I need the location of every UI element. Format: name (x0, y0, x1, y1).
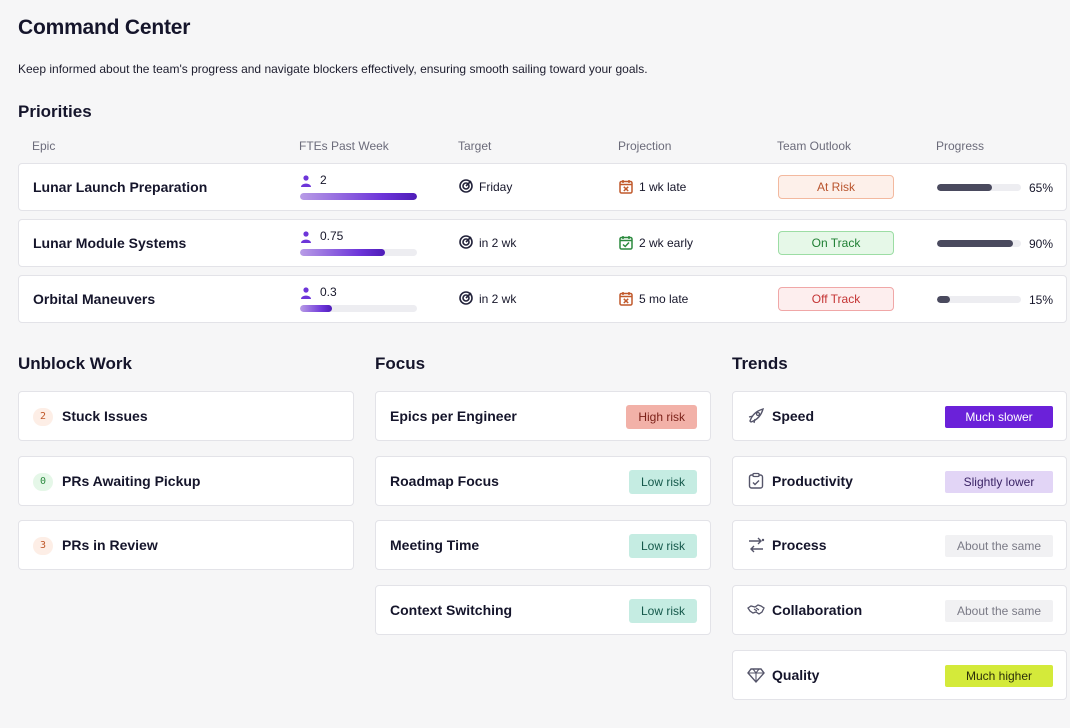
focus-card[interactable]: Context Switching Low risk (375, 585, 711, 635)
focus-card-label: Meeting Time (390, 537, 480, 553)
team-outlook-badge: At Risk (778, 175, 894, 199)
focus-card[interactable]: Meeting Time Low risk (375, 520, 711, 570)
person-icon (300, 286, 312, 299)
progress-bar (937, 184, 1021, 191)
fte-bar (300, 193, 417, 200)
risk-badge: Low risk (628, 599, 697, 623)
table-row[interactable]: Lunar Launch Preparation 2 Friday 1 wk late… (18, 163, 1067, 211)
fte-bar-fill (300, 193, 417, 200)
risk-badge: Low risk (628, 534, 697, 558)
trend-card-label: Process (772, 537, 827, 553)
trend-badge: About the same (945, 535, 1053, 557)
priorities-table-header: Epic FTEs Past Week Target Projection Te… (18, 139, 1070, 155)
focus-card-label: Roadmap Focus (390, 473, 499, 489)
progress-percent: 90% (1028, 237, 1053, 251)
unblock-card[interactable]: 0 PRs Awaiting Pickup (18, 456, 354, 506)
progress-bar-fill (937, 184, 992, 191)
clipboard-icon (747, 472, 765, 490)
fte-value: 2 (320, 173, 327, 187)
epic-name: Orbital Maneuvers (33, 291, 156, 307)
trend-card[interactable]: Process About the same (732, 520, 1067, 570)
column-header-epic: Epic (32, 139, 56, 153)
table-row[interactable]: Orbital Maneuvers 0.3 in 2 wk 5 mo late Off … (18, 275, 1067, 323)
trend-card[interactable]: Collaboration About the same (732, 585, 1067, 635)
count-badge: 2 (33, 408, 53, 426)
progress-percent: 65% (1028, 181, 1053, 195)
focus-card-label: Context Switching (390, 602, 513, 618)
count-badge: 3 (33, 537, 53, 555)
progress-bar-fill (937, 240, 1013, 247)
column-header-ftes: FTEs Past Week (299, 139, 389, 153)
handshake-icon (747, 601, 765, 619)
progress-bar (937, 296, 1021, 303)
fte-bar-fill (300, 305, 332, 312)
epic-name: Lunar Launch Preparation (33, 179, 208, 195)
trend-card-label: Quality (772, 667, 820, 683)
column-header-progress: Progress (936, 139, 985, 153)
trend-card-label: Collaboration (772, 602, 863, 618)
target-value: in 2 wk (479, 236, 517, 250)
focus-card[interactable]: Roadmap Focus Low risk (375, 456, 711, 506)
priorities-title: Priorities (18, 102, 92, 121)
fte-bar-fill (300, 249, 386, 256)
risk-badge: Low risk (628, 470, 697, 494)
unblock-card[interactable]: 3 PRs in Review (18, 520, 354, 570)
calendar-x-icon (619, 291, 633, 306)
unblock-work-title: Unblock Work (18, 354, 132, 373)
team-outlook-badge: On Track (778, 231, 894, 255)
rocket-icon (747, 407, 765, 425)
trend-badge: Much slower (945, 406, 1053, 428)
calendar-check-icon (619, 235, 633, 250)
epic-name: Lunar Module Systems (33, 235, 187, 251)
trend-badge: Slightly lower (945, 471, 1053, 493)
trend-card[interactable]: Speed Much slower (732, 391, 1067, 441)
unblock-card-label: PRs Awaiting Pickup (62, 473, 201, 489)
target-value: in 2 wk (479, 292, 517, 306)
target-value: Friday (479, 180, 513, 194)
progress-bar (937, 240, 1021, 247)
page-subtitle: Keep informed about the team's progress … (18, 62, 648, 76)
team-outlook-badge: Off Track (778, 287, 894, 311)
unblock-card-label: PRs in Review (62, 537, 158, 553)
focus-card-label: Epics per Engineer (390, 408, 517, 424)
projection-value: 1 wk late (639, 180, 687, 194)
unblock-card[interactable]: 2 Stuck Issues (18, 391, 354, 441)
page-title: Command Center (18, 16, 191, 39)
projection-value: 5 mo late (639, 292, 689, 306)
progress-bar-fill (937, 296, 950, 303)
focus-card[interactable]: Epics per Engineer High risk (375, 391, 711, 441)
trend-card[interactable]: Quality Much higher (732, 650, 1067, 700)
column-header-projection: Projection (618, 139, 672, 153)
target-icon (459, 179, 473, 193)
person-icon (300, 230, 312, 243)
risk-badge: High risk (626, 405, 697, 429)
progress-percent: 15% (1028, 293, 1053, 307)
target-icon (459, 235, 473, 249)
gem-icon (747, 666, 765, 684)
column-header-target: Target (458, 139, 492, 153)
trend-card-label: Speed (772, 408, 815, 424)
person-icon (300, 174, 312, 187)
column-header-team-outlook: Team Outlook (777, 139, 852, 153)
trend-badge: Much higher (945, 665, 1053, 687)
fte-value: 0.75 (320, 229, 344, 243)
fte-bar (300, 305, 417, 312)
unblock-card-label: Stuck Issues (62, 408, 148, 424)
target-icon (459, 291, 473, 305)
trend-card-label: Productivity (772, 473, 853, 489)
trend-card[interactable]: Productivity Slightly lower (732, 456, 1067, 506)
trends-title: Trends (732, 354, 788, 373)
calendar-x-icon (619, 179, 633, 194)
trend-badge: About the same (945, 600, 1053, 622)
table-row[interactable]: Lunar Module Systems 0.75 in 2 wk 2 wk earl… (18, 219, 1067, 267)
projection-value: 2 wk early (639, 236, 694, 250)
fte-bar (300, 249, 417, 256)
process-arrows-icon (747, 536, 765, 554)
focus-title: Focus (375, 354, 426, 373)
fte-value: 0.3 (320, 285, 337, 299)
count-badge: 0 (33, 473, 53, 491)
